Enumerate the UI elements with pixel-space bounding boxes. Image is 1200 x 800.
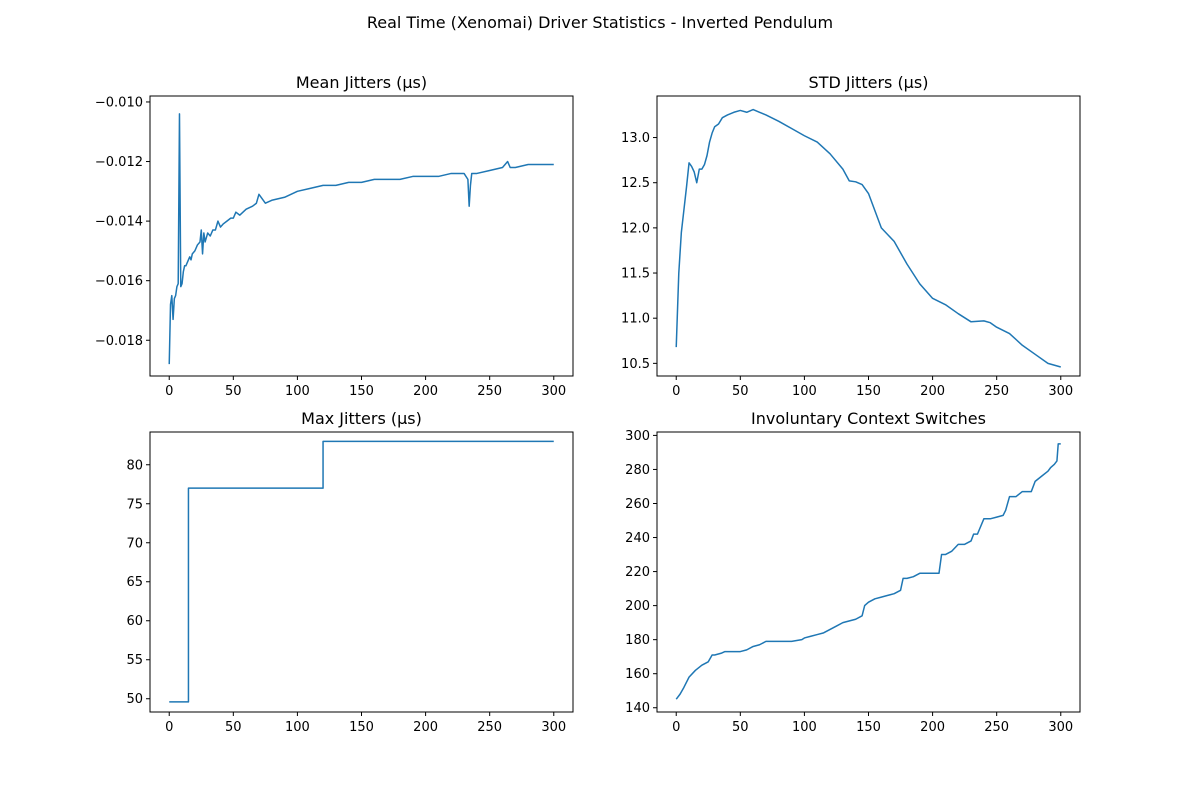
series-line bbox=[675, 443, 1061, 700]
x-tick-label: 250 bbox=[477, 384, 502, 399]
x-tick-label: 150 bbox=[856, 384, 881, 399]
chart-panel-2: 0 50 100 150 200 250 300 10.5 11.0 11.5 12.0 12.5 13… bbox=[621, 73, 1081, 399]
x-tick-label: 50 bbox=[732, 384, 749, 399]
x-tick-label: 50 bbox=[225, 720, 242, 735]
y-tick-label: 70 bbox=[126, 536, 143, 551]
x-tick-label: 150 bbox=[349, 384, 374, 399]
y-tick-label: 200 bbox=[625, 599, 650, 614]
axes-frame bbox=[149, 95, 574, 377]
y-tick-label: 260 bbox=[625, 497, 650, 512]
x-tick-label: 0 bbox=[165, 384, 173, 399]
y-tick-label: 11.0 bbox=[621, 312, 650, 327]
y-tick-label: 55 bbox=[126, 653, 143, 668]
x-tick-label: 50 bbox=[732, 720, 749, 735]
x-tick-label: 200 bbox=[413, 720, 438, 735]
x-tick-label: 200 bbox=[920, 720, 945, 735]
x-tick-label: 250 bbox=[984, 384, 1009, 399]
y-tick-label: 11.5 bbox=[621, 267, 650, 282]
y-tick-label: −0.018 bbox=[95, 334, 143, 349]
x-tick-label: 250 bbox=[477, 720, 502, 735]
x-tick-label: 300 bbox=[541, 384, 566, 399]
x-tick-label: 250 bbox=[984, 720, 1009, 735]
figure-suptitle: Real Time (Xenomai) Driver Statistics - … bbox=[366, 13, 834, 32]
y-tick-label: 240 bbox=[625, 531, 650, 546]
chart-panel-4: 0 50 100 150 200 250 300 140 160 180 200 220 240 260 2… bbox=[625, 409, 1081, 735]
x-tick-label: 100 bbox=[792, 720, 817, 735]
x-tick-label: 150 bbox=[856, 720, 881, 735]
chart-title: Involuntary Context Switches bbox=[751, 409, 986, 428]
chart-title: STD Jitters (µs) bbox=[809, 73, 929, 92]
y-tick-label: −0.014 bbox=[95, 215, 143, 230]
series-line bbox=[168, 113, 554, 365]
x-tick-label: 150 bbox=[349, 720, 374, 735]
x-tick-label: 0 bbox=[672, 384, 680, 399]
y-tick-label: 12.0 bbox=[621, 221, 650, 236]
x-tick-label: 300 bbox=[1048, 384, 1073, 399]
y-tick-label: 65 bbox=[126, 575, 143, 590]
chart-panel-1: 0 50 100 150 200 250 300 −0.018 −0.016 −0.014 −0.0… bbox=[95, 73, 574, 399]
x-tick-label: 0 bbox=[165, 720, 173, 735]
y-tick-label: −0.012 bbox=[95, 155, 143, 170]
x-tick-label: 300 bbox=[1048, 720, 1073, 735]
chart-title: Max Jitters (µs) bbox=[301, 409, 422, 428]
y-tick-label: −0.016 bbox=[95, 274, 143, 289]
y-tick-label: 140 bbox=[625, 701, 650, 716]
y-tick-label: 13.0 bbox=[621, 131, 650, 146]
y-tick-label: 220 bbox=[625, 565, 650, 580]
x-tick-label: 300 bbox=[541, 720, 566, 735]
y-tick-label: 160 bbox=[625, 667, 650, 682]
y-tick-label: 10.5 bbox=[621, 357, 650, 372]
chart-panel-3: 0 50 100 150 200 250 300 50 55 60 65 70 75 80 Max Jitt… bbox=[126, 409, 574, 735]
axes-frame bbox=[656, 431, 1081, 713]
x-tick-label: 100 bbox=[285, 384, 310, 399]
y-tick-label: 60 bbox=[126, 614, 143, 629]
y-tick-label: 80 bbox=[126, 458, 143, 473]
y-tick-label: 75 bbox=[126, 497, 143, 512]
x-tick-label: 200 bbox=[413, 384, 438, 399]
y-tick-label: −0.010 bbox=[95, 95, 143, 110]
chart-title: Mean Jitters (µs) bbox=[296, 73, 427, 92]
y-tick-label: 180 bbox=[625, 633, 650, 648]
series-line bbox=[169, 440, 554, 703]
x-tick-label: 100 bbox=[792, 384, 817, 399]
x-tick-label: 100 bbox=[285, 720, 310, 735]
y-tick-label: 280 bbox=[625, 463, 650, 478]
x-tick-label: 50 bbox=[225, 384, 242, 399]
y-tick-label: 300 bbox=[625, 429, 650, 444]
x-tick-label: 200 bbox=[920, 384, 945, 399]
series-line bbox=[675, 108, 1061, 368]
y-tick-label: 12.5 bbox=[621, 176, 650, 191]
x-tick-label: 0 bbox=[672, 720, 680, 735]
axes-frame bbox=[656, 95, 1081, 377]
y-tick-label: 50 bbox=[126, 692, 143, 707]
axes-frame bbox=[149, 431, 574, 713]
